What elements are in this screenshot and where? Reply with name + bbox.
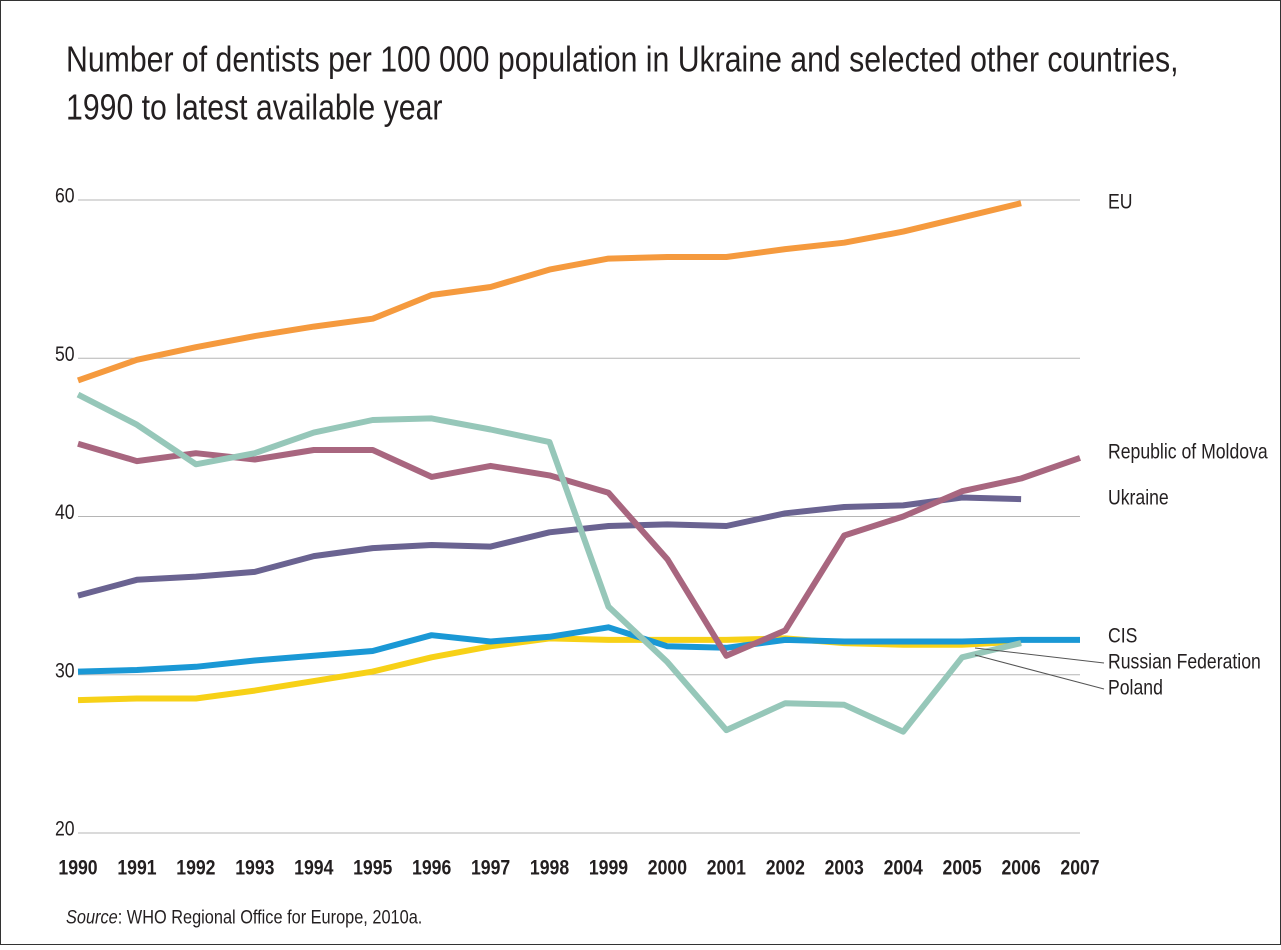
y-tick-label: 50 (55, 342, 75, 366)
series-label: Poland (1108, 676, 1163, 700)
y-tick-label-group: 20 (55, 817, 75, 841)
x-tick-label: 1992 (176, 856, 215, 880)
series-line (77, 494, 1022, 599)
x-tick-label-group: 2003 (825, 856, 864, 880)
x-tick-label-group: 2006 (1001, 856, 1040, 880)
leader-line (974, 654, 1105, 690)
x-tick-label-group: 1991 (117, 856, 156, 880)
x-tick-label: 2007 (1060, 856, 1099, 880)
series-line (76, 391, 1022, 735)
series-label: EU (1108, 190, 1132, 214)
y-tick-label-group: 60 (55, 184, 75, 208)
x-tick-label-group: 1990 (58, 856, 97, 880)
x-tick-label-group: 1996 (412, 856, 451, 880)
series-label: CIS (1108, 624, 1137, 648)
y-tick-label: 40 (55, 501, 75, 525)
x-tick-label-group: 1999 (589, 856, 628, 880)
y-tick-label-group: 30 (55, 659, 75, 683)
x-tick-label: 2003 (825, 856, 864, 880)
y-tick-label: 20 (55, 817, 75, 841)
x-tick-label-group: 2000 (648, 856, 687, 880)
leader-line (974, 647, 1105, 664)
source-text: : WHO Regional Office for Europe, 2010a. (118, 906, 423, 927)
x-tick-label: 1995 (353, 856, 392, 880)
x-tick-label: 1997 (471, 856, 510, 880)
y-tick-label: 60 (55, 184, 75, 208)
y-tick-label-group: 50 (55, 342, 75, 366)
series-label-group: Poland (1108, 676, 1163, 700)
x-tick-label: 2005 (943, 856, 982, 880)
y-tick-label-group: 40 (55, 501, 75, 525)
x-tick-label-group: 2007 (1060, 856, 1099, 880)
title-group: Number of dentists per 100 000 populatio… (66, 40, 1178, 128)
x-tick-label-group: 2001 (707, 856, 746, 880)
series-line (77, 200, 1022, 384)
series-label: Republic of Moldova (1108, 440, 1268, 464)
series-label-group: EU (1108, 190, 1132, 214)
x-tick-label-group: 2002 (766, 856, 805, 880)
source-group: Source: WHO Regional Office for Europe, … (66, 906, 422, 927)
x-tick-label: 1998 (530, 856, 569, 880)
title-line: 1990 to latest available year (66, 88, 442, 128)
series-label-group: Russian Federation (1108, 650, 1261, 674)
x-tick-label-group: 1997 (471, 856, 510, 880)
source: Source: WHO Regional Office for Europe, … (66, 906, 422, 927)
x-tick-label: 1996 (412, 856, 451, 880)
x-tick-label: 2004 (884, 856, 923, 880)
x-tick-label: 1993 (235, 856, 274, 880)
source-label: Source (66, 906, 118, 927)
x-tick-label-group: 2005 (943, 856, 982, 880)
title-line: Number of dentists per 100 000 populatio… (66, 40, 1178, 80)
series-label: Russian Federation (1108, 650, 1261, 674)
x-tick-label-group: 1994 (294, 856, 333, 880)
chart-title: Number of dentists per 100 000 populatio… (66, 40, 1178, 128)
x-tick-label: 1991 (117, 856, 156, 880)
x-tick-label: 1990 (58, 856, 97, 880)
x-tick-label-group: 2004 (884, 856, 923, 880)
x-tick-label: 2002 (766, 856, 805, 880)
series-label-group: Ukraine (1108, 486, 1169, 510)
texts: Number of dentists per 100 000 populatio… (55, 40, 1268, 927)
x-tick-label-group: 1998 (530, 856, 569, 880)
series-line (77, 440, 1081, 659)
series-label: Ukraine (1108, 486, 1169, 510)
x-tick-label: 2000 (648, 856, 687, 880)
series-label-group: Republic of Moldova (1108, 440, 1268, 464)
x-tick-label: 1999 (589, 856, 628, 880)
y-tick-label: 30 (55, 659, 75, 683)
lines (76, 200, 1081, 735)
series-label-group: CIS (1108, 624, 1137, 648)
x-tick-label: 2006 (1001, 856, 1040, 880)
x-tick-label: 2001 (707, 856, 746, 880)
x-tick-label-group: 1993 (235, 856, 274, 880)
series-line (77, 624, 1080, 675)
x-tick-label-group: 1995 (353, 856, 392, 880)
x-tick-label-group: 1992 (176, 856, 215, 880)
x-tick-label: 1994 (294, 856, 333, 880)
